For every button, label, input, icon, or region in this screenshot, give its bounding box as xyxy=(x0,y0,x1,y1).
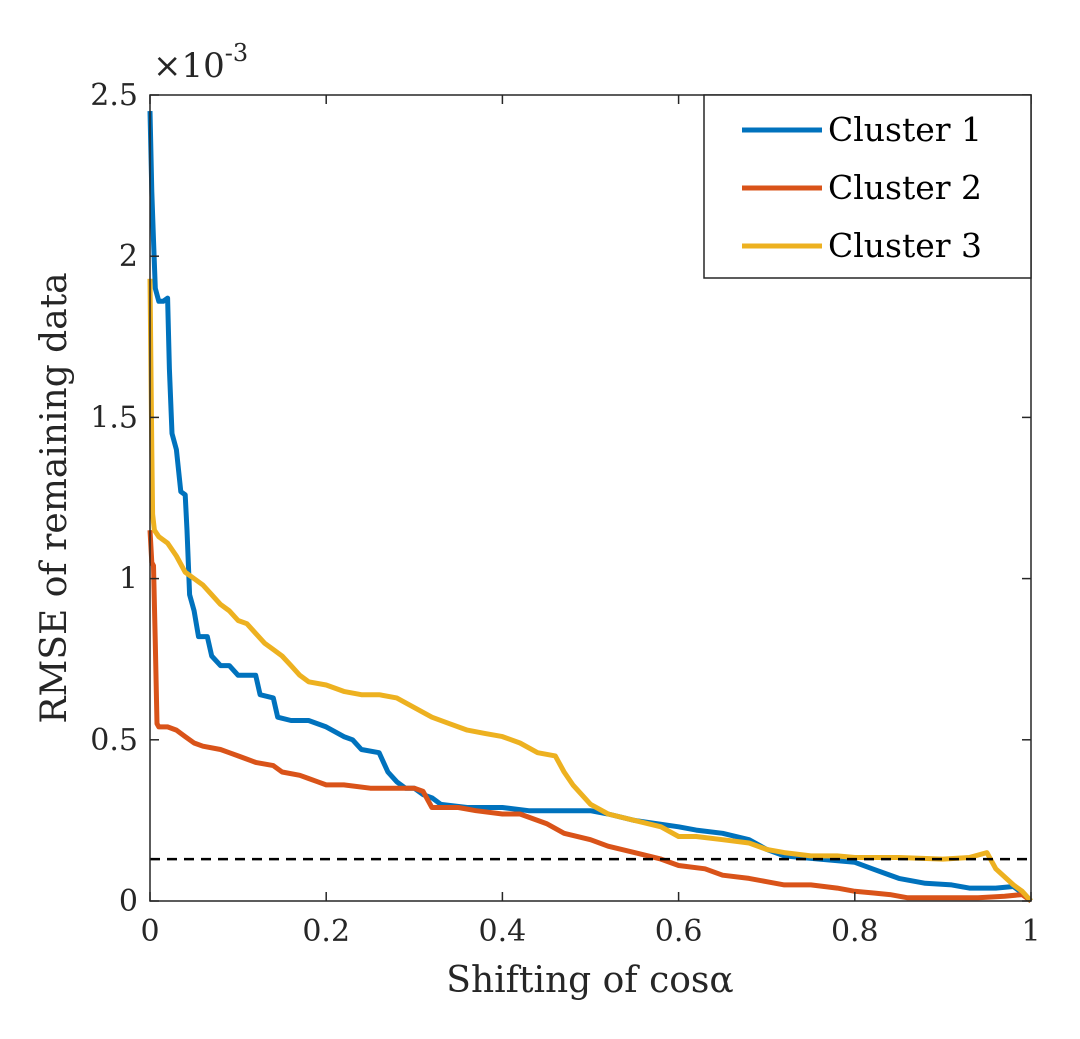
y-scale-factor: ×10-3 xyxy=(153,39,248,86)
y-scale-exponent: -3 xyxy=(225,39,248,67)
legend-label-cluster-1: Cluster 1 xyxy=(828,110,982,149)
legend-label-cluster-3: Cluster 3 xyxy=(828,226,982,265)
y-tick-label: 2 xyxy=(119,239,138,274)
x-tick-label: 1 xyxy=(1021,914,1040,949)
x-tick-label: 0 xyxy=(140,914,159,949)
x-tick-label: 0.6 xyxy=(655,914,703,949)
y-scale-multiplier: ×10 xyxy=(153,46,225,86)
y-tick-label: 1.5 xyxy=(90,400,138,435)
legend-label-cluster-2: Cluster 2 xyxy=(828,168,982,207)
x-tick-label: 0.8 xyxy=(831,914,879,949)
series-line-cluster-3 xyxy=(147,278,1033,903)
y-axis-label: RMSE of remaining data xyxy=(34,272,75,723)
series-line-cluster-2 xyxy=(147,530,1033,904)
x-tick-label: 0.4 xyxy=(479,914,527,949)
x-tick-label: 0.2 xyxy=(302,914,350,949)
plot-frame xyxy=(149,94,1032,902)
y-tick-label: 2.5 xyxy=(90,78,138,113)
y-tick-label: 1 xyxy=(119,562,138,597)
ticks-layer: 0 0.2 0.4 0.6 0.8 1 0 0.5 1 1.5 2 2.5 xyxy=(90,78,1040,949)
legend: Cluster 1 Cluster 2 Cluster 3 xyxy=(703,94,1032,279)
series-layer xyxy=(147,111,1033,904)
x-axis-label: Shifting of cosα xyxy=(446,960,733,1001)
y-tick-label: 0.5 xyxy=(90,723,138,758)
y-tick-label: 0 xyxy=(119,884,138,919)
